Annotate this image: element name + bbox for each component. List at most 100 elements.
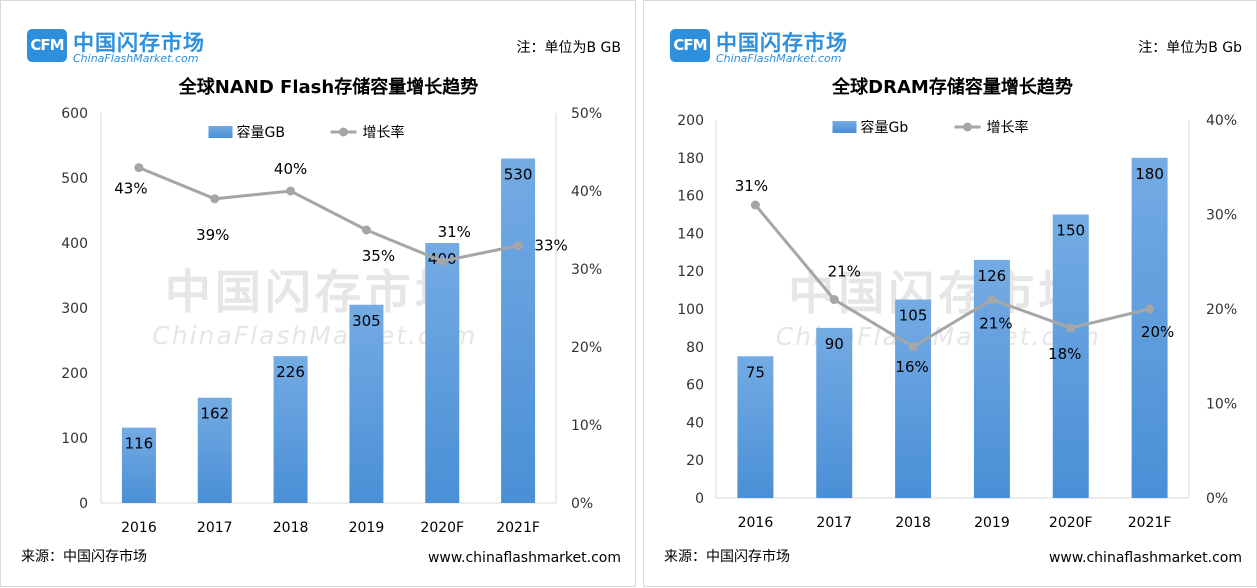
y-tick-label: 200 bbox=[61, 366, 88, 382]
y-tick-label: 0 bbox=[695, 491, 704, 507]
growth-rate-label: 18% bbox=[1048, 345, 1081, 363]
y2-tick-label: 20% bbox=[571, 340, 602, 356]
x-tick-label: 2018 bbox=[895, 515, 931, 531]
y-tick-label: 200 bbox=[677, 113, 704, 129]
growth-rate-point bbox=[210, 194, 220, 204]
y-tick-label: 140 bbox=[677, 226, 704, 242]
y-tick-label: 300 bbox=[61, 301, 88, 317]
watermark-cn: 中国闪存市场 bbox=[165, 265, 465, 319]
dram-chart: 中国闪存市场ChinaFlashMarket.com全球DRAM存储容量增长趋势… bbox=[677, 76, 1237, 531]
unit-note: 注：单位为B GB bbox=[516, 40, 621, 56]
y2-tick-label: 0% bbox=[571, 496, 593, 512]
growth-rate-label: 31% bbox=[735, 177, 768, 195]
y-tick-label: 600 bbox=[61, 106, 88, 122]
bar-data-label: 305 bbox=[352, 312, 381, 330]
y2-tick-label: 30% bbox=[571, 262, 602, 278]
y2-tick-label: 40% bbox=[571, 184, 602, 200]
bar-data-label: 75 bbox=[746, 363, 765, 381]
bar bbox=[425, 243, 460, 503]
y-tick-label: 160 bbox=[677, 189, 704, 205]
logo-brand-cn: 中国闪存市场 bbox=[716, 31, 848, 55]
nand-chart-panel: CFM 中国闪存市场 ChinaFlashMarket.com 注：单位为B G… bbox=[0, 0, 636, 587]
x-tick-label: 2020F bbox=[1049, 515, 1093, 531]
bar bbox=[273, 356, 308, 503]
legend-bar-swatch bbox=[208, 126, 233, 138]
y2-tick-label: 30% bbox=[1206, 208, 1237, 224]
source-note: 来源：中国闪存市场 bbox=[21, 549, 147, 565]
x-tick-label: 2016 bbox=[738, 515, 774, 531]
y2-tick-label: 10% bbox=[571, 418, 602, 434]
bar bbox=[1052, 214, 1089, 498]
y-tick-label: 80 bbox=[686, 340, 704, 356]
legend-line-marker bbox=[963, 122, 972, 132]
chart-title: 全球DRAM存储容量增长趋势 bbox=[831, 76, 1073, 98]
y-tick-label: 40 bbox=[686, 415, 704, 431]
x-tick-label: 2017 bbox=[816, 515, 852, 531]
site-url: www.chinaflashmarket.com bbox=[1048, 550, 1242, 566]
y-tick-label: 400 bbox=[61, 236, 88, 252]
bar bbox=[1131, 157, 1168, 499]
cfm-logo-mark: CFM bbox=[27, 29, 67, 62]
x-tick-label: 2021F bbox=[1128, 515, 1172, 531]
legend-bar-label: 容量GB bbox=[237, 124, 285, 141]
x-tick-label: 2017 bbox=[197, 520, 233, 536]
growth-rate-point bbox=[437, 256, 447, 266]
dram-chart-panel: CFM 中国闪存市场 ChinaFlashMarket.com 注：单位为B G… bbox=[643, 0, 1257, 587]
bar-data-label: 105 bbox=[899, 307, 928, 325]
y2-tick-label: 50% bbox=[571, 106, 602, 122]
site-url: www.chinaflashmarket.com bbox=[427, 550, 621, 566]
y-tick-label: 100 bbox=[61, 431, 88, 447]
bar bbox=[501, 158, 536, 503]
logo-brand-en: ChinaFlashMarket.com bbox=[716, 52, 842, 65]
y-tick-label: 20 bbox=[686, 453, 704, 469]
bar bbox=[197, 397, 232, 503]
legend-bar-label: 容量Gb bbox=[861, 119, 909, 136]
bar-data-label: 162 bbox=[200, 405, 229, 423]
watermark-en: ChinaFlashMarket.com bbox=[152, 321, 477, 350]
x-tick-label: 2019 bbox=[974, 515, 1010, 531]
growth-rate-point bbox=[361, 225, 371, 235]
growth-rate-line bbox=[138, 166, 519, 263]
y-tick-label: 100 bbox=[677, 302, 704, 318]
bar bbox=[121, 427, 156, 503]
unit-note: 注：单位为B Gb bbox=[1138, 40, 1242, 56]
y-tick-label: 180 bbox=[677, 151, 704, 167]
growth-rate-line bbox=[754, 204, 1150, 349]
growth-rate-point bbox=[829, 295, 839, 305]
legend-line-marker bbox=[339, 127, 348, 137]
growth-rate-point bbox=[1066, 323, 1076, 333]
x-tick-label: 2020F bbox=[420, 520, 464, 536]
x-tick-label: 2018 bbox=[273, 520, 309, 536]
y-tick-label: 60 bbox=[686, 378, 704, 394]
bar-data-label: 150 bbox=[1056, 222, 1085, 240]
growth-rate-label: 43% bbox=[114, 180, 147, 198]
cfm-logo: CFM 中国闪存市场 ChinaFlashMarket.com bbox=[670, 29, 880, 69]
growth-rate-point bbox=[987, 295, 997, 305]
chart-title: 全球NAND Flash存储容量增长趋势 bbox=[178, 76, 478, 98]
y2-tick-label: 10% bbox=[1206, 397, 1237, 413]
bar bbox=[895, 299, 932, 498]
growth-rate-label: 31% bbox=[438, 223, 471, 241]
bar-data-label: 530 bbox=[504, 166, 533, 184]
growth-rate-point bbox=[1145, 304, 1155, 314]
growth-rate-point bbox=[513, 241, 523, 251]
growth-rate-label: 21% bbox=[979, 315, 1012, 333]
bar bbox=[816, 327, 853, 498]
bar-data-label: 116 bbox=[125, 435, 154, 453]
y2-tick-label: 40% bbox=[1206, 113, 1237, 129]
source-note: 来源：中国闪存市场 bbox=[664, 549, 790, 565]
growth-rate-label: 33% bbox=[534, 237, 567, 255]
growth-rate-point bbox=[750, 200, 760, 210]
growth-rate-point bbox=[134, 163, 144, 173]
logo-brand-en: ChinaFlashMarket.com bbox=[73, 52, 199, 65]
x-tick-label: 2019 bbox=[349, 520, 385, 536]
bar bbox=[349, 304, 384, 503]
legend-line-label: 增长率 bbox=[987, 119, 1029, 136]
bar-data-label: 180 bbox=[1135, 165, 1164, 183]
x-tick-label: 2021F bbox=[496, 520, 540, 536]
bar-data-label: 226 bbox=[276, 363, 305, 381]
x-tick-label: 2016 bbox=[121, 520, 157, 536]
growth-rate-point bbox=[286, 186, 296, 196]
bar-data-label: 126 bbox=[978, 267, 1007, 285]
